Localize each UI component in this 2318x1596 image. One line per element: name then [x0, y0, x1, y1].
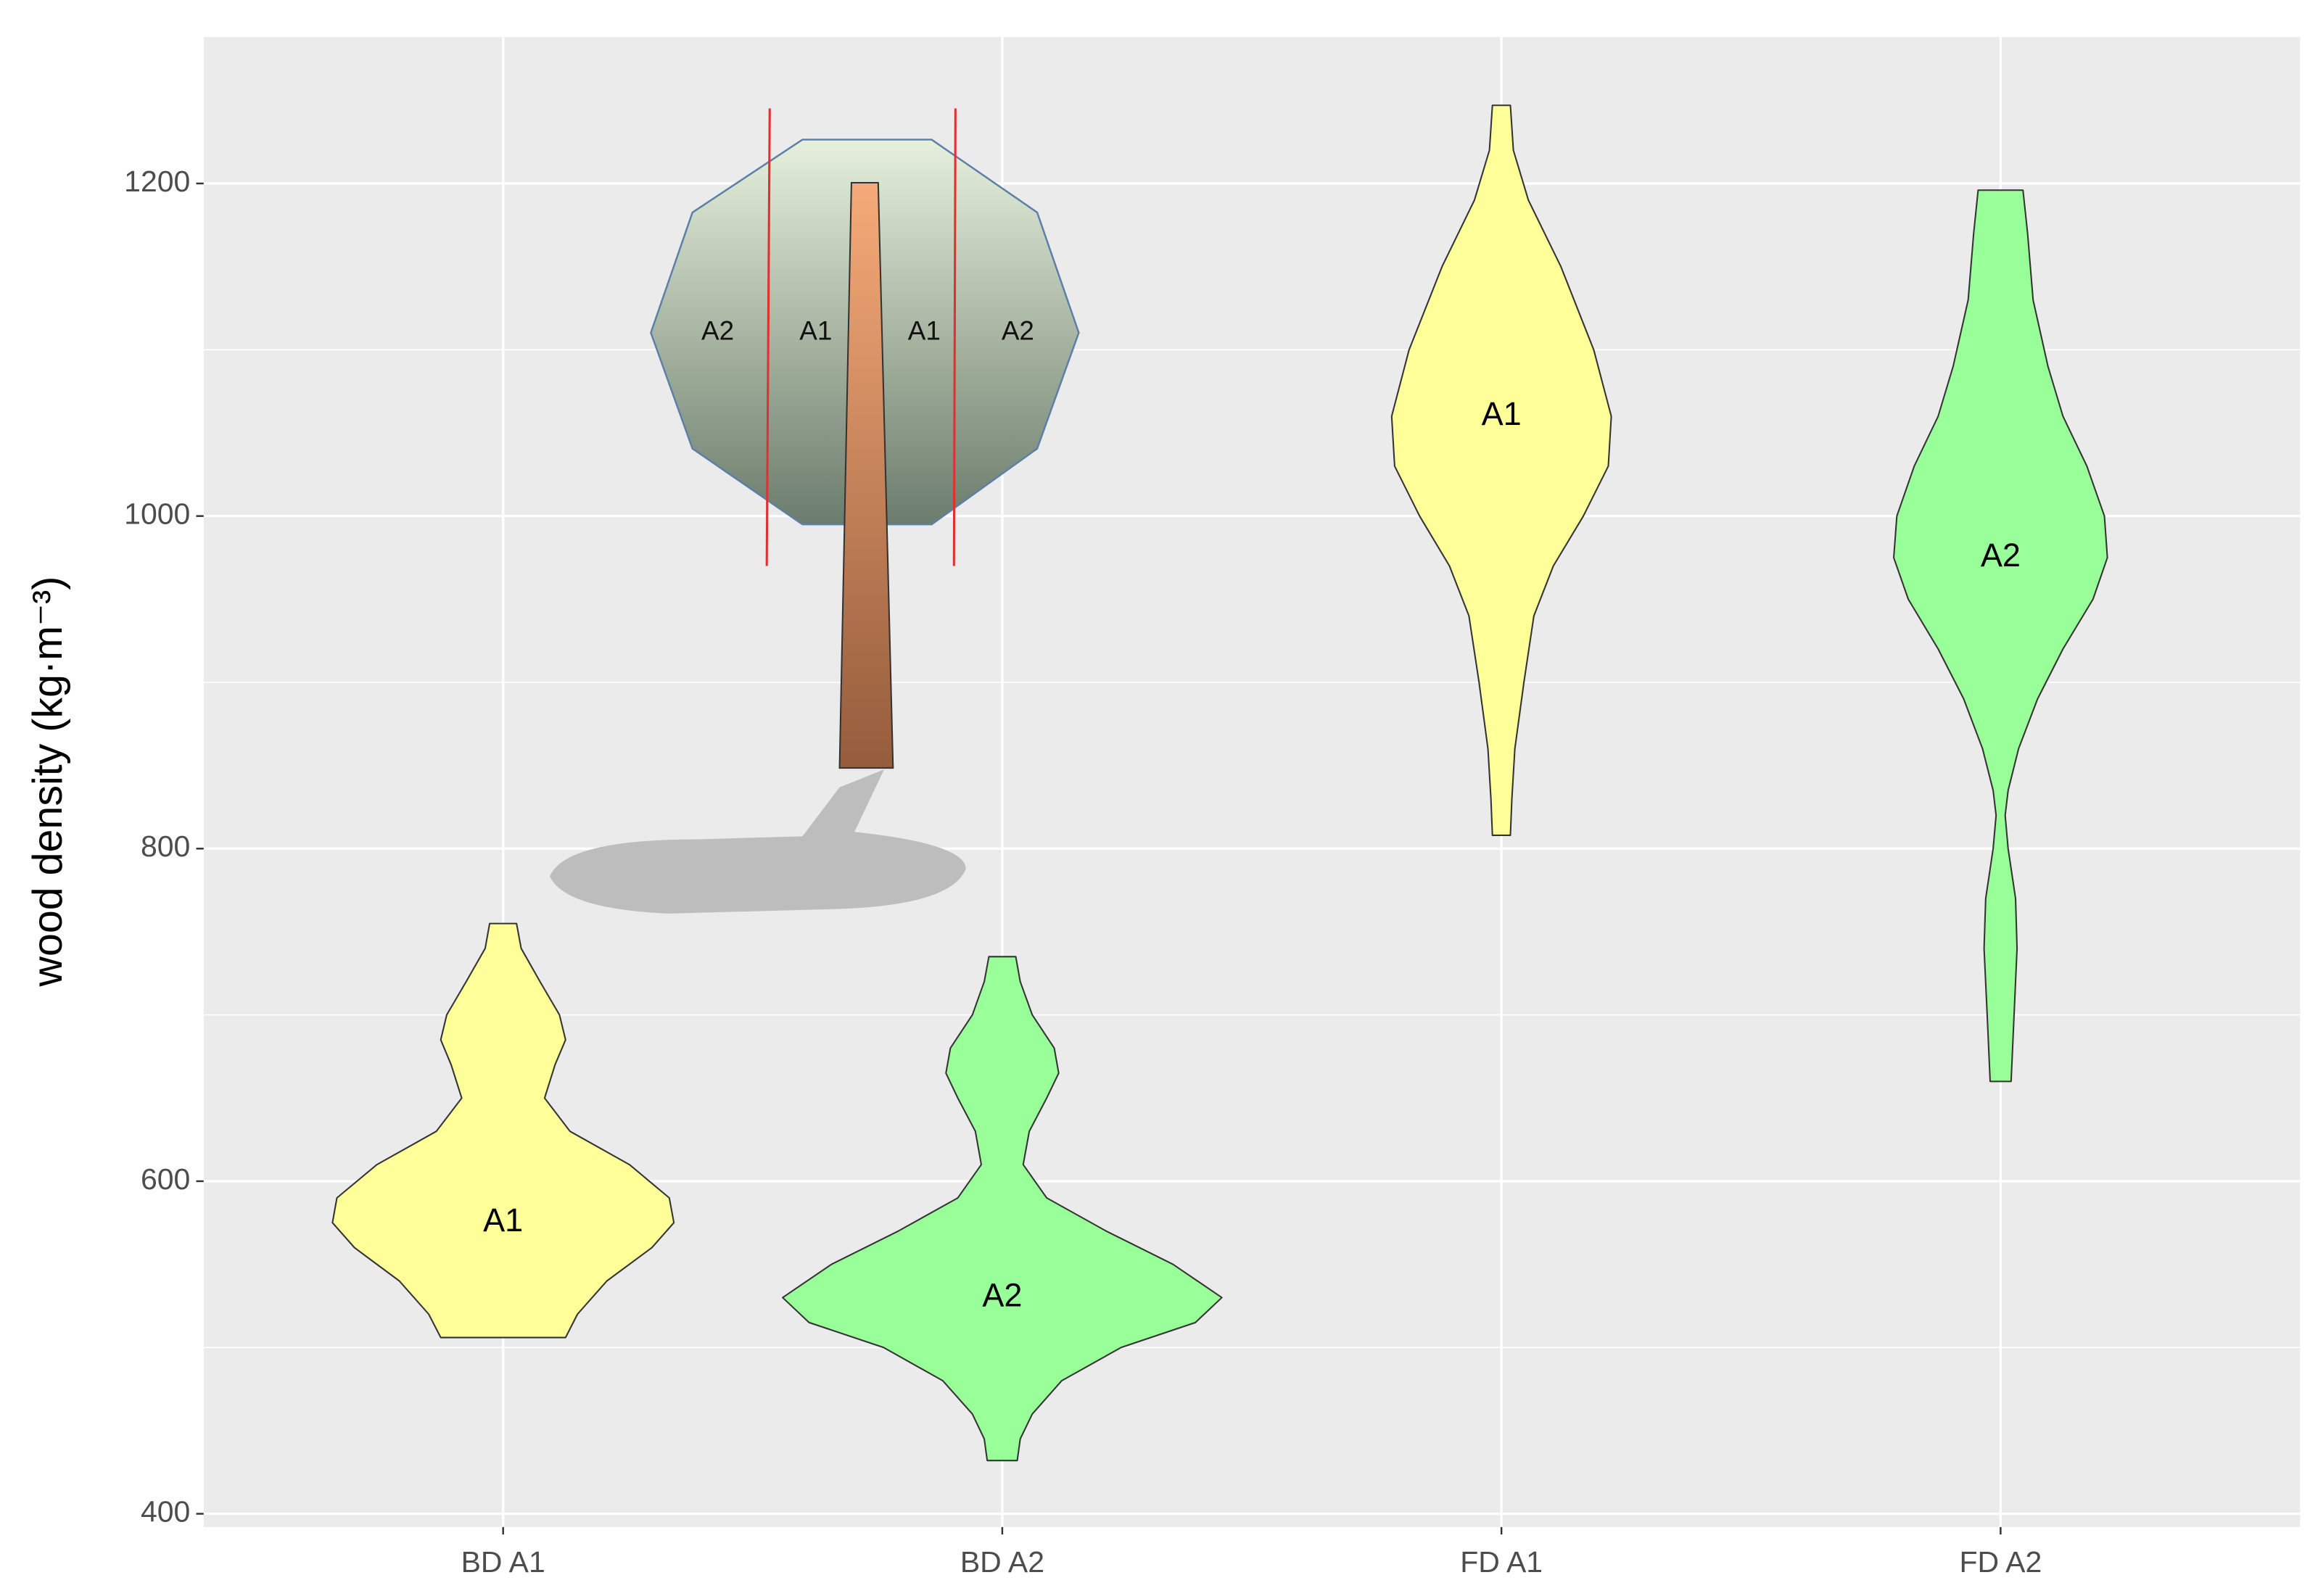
zone-label: A2 — [701, 316, 734, 346]
x-tick-label: FD A1 — [1460, 1545, 1543, 1579]
violin-label: A2 — [1981, 537, 2021, 574]
trunk — [838, 181, 894, 769]
zone-label: A2 — [1002, 316, 1034, 346]
y-axis-label: wood density (kg·m⁻³) — [25, 576, 71, 988]
violin-label: A2 — [982, 1276, 1022, 1313]
violin — [1390, 104, 1612, 836]
x-tick-label: FD A2 — [1959, 1545, 2042, 1579]
violin — [1893, 189, 2108, 1083]
divider — [765, 108, 771, 566]
y-tick-label: 1200 — [124, 165, 190, 198]
divider — [952, 108, 957, 566]
zone-label: A1 — [799, 316, 832, 346]
y-tick-label: 800 — [141, 830, 190, 863]
tree-inset: A2 A1 A1 A2 — [550, 108, 1080, 914]
violin — [782, 956, 1223, 1462]
y-tick-label: 1000 — [124, 497, 190, 530]
x-tick-label: BD A1 — [461, 1545, 545, 1579]
zone-label: A1 — [908, 316, 941, 346]
y-tick-label: 400 — [141, 1494, 190, 1528]
y-tick-label: 600 — [141, 1162, 190, 1196]
violin — [331, 922, 675, 1339]
violin-label: A1 — [1482, 395, 1522, 432]
violin-label: A1 — [483, 1202, 523, 1239]
violins: A1 A2 A1 A2 — [331, 104, 2108, 1462]
x-tick-label: BD A2 — [960, 1545, 1044, 1579]
shadow — [550, 769, 966, 914]
